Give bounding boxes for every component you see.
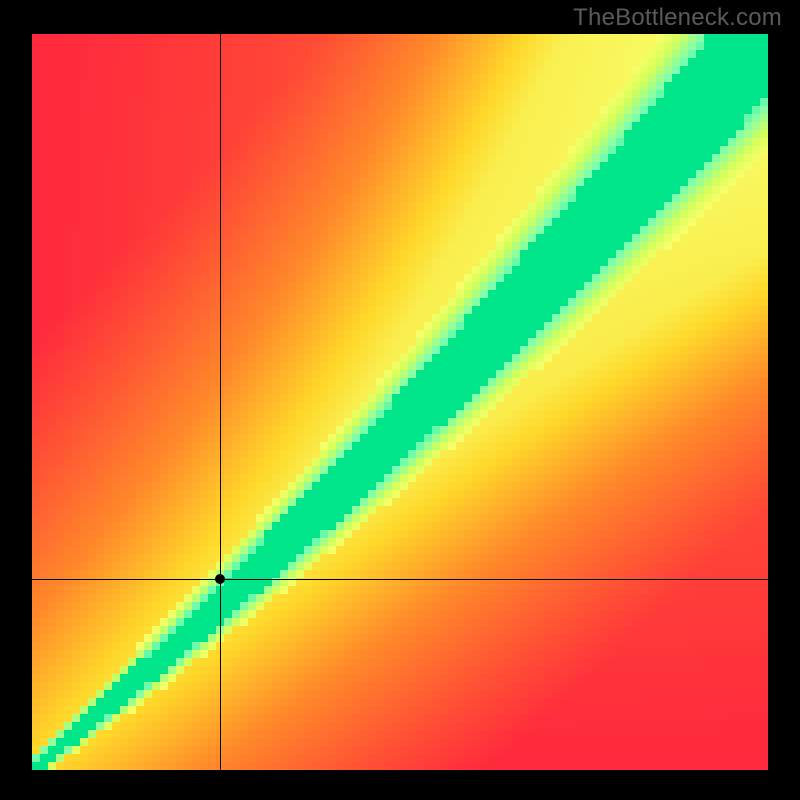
crosshair-marker xyxy=(215,574,225,584)
heatmap-canvas xyxy=(32,34,768,770)
crosshair-vertical xyxy=(220,34,221,770)
chart-frame: TheBottleneck.com xyxy=(0,0,800,800)
watermark-text: TheBottleneck.com xyxy=(573,4,782,32)
crosshair-horizontal xyxy=(32,579,768,580)
heatmap-plot xyxy=(32,34,768,770)
